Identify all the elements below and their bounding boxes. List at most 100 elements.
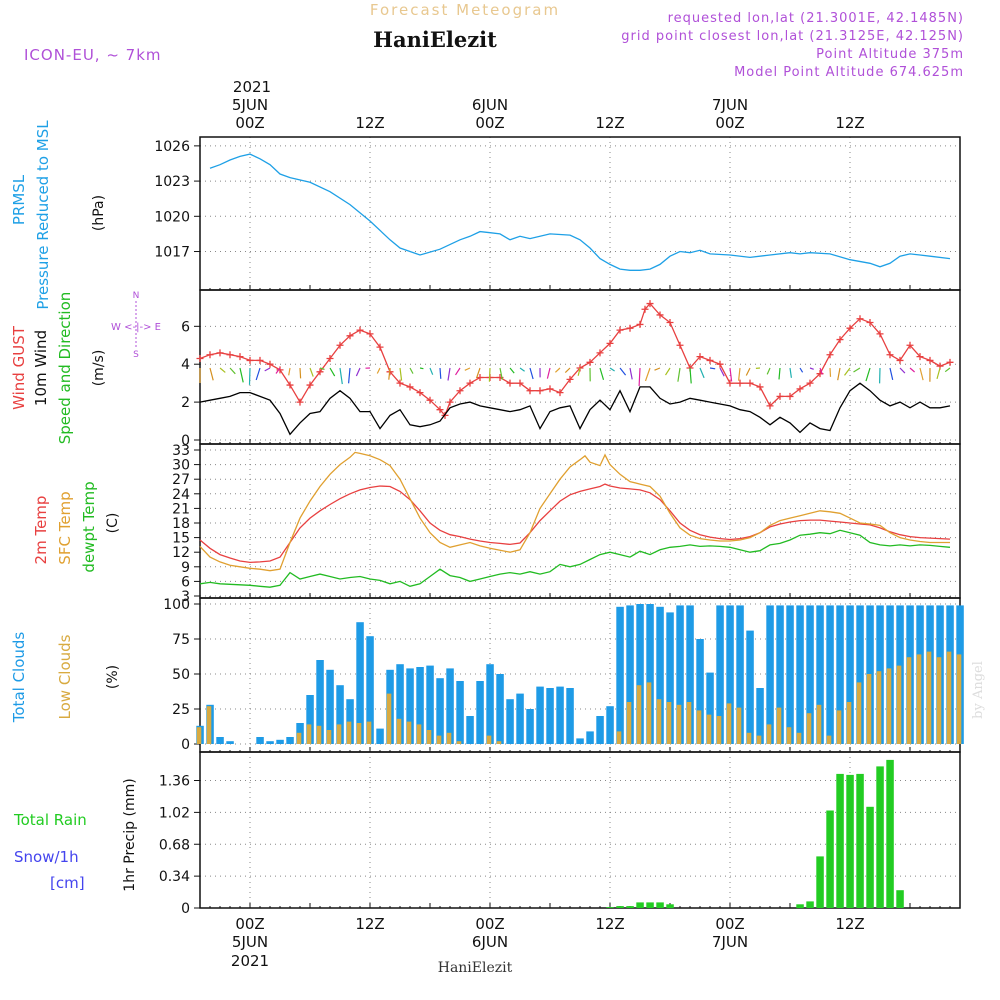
- gust-point: [446, 398, 454, 406]
- pressure-panel-labels: PRMSL Pressure Reduced to MSL (hPa): [10, 120, 107, 310]
- pressure-panel-frame: [199, 136, 961, 291]
- low_clouds-bar: [856, 682, 862, 744]
- wind-arrow: [475, 367, 481, 379]
- wind-arrow: [719, 367, 725, 377]
- low_clouds-bar: [666, 702, 672, 744]
- wind-ytick-label: 2: [181, 395, 190, 411]
- low_clouds-bar: [766, 724, 772, 744]
- gust-point: [876, 330, 884, 338]
- low_clouds-bar: [486, 735, 492, 744]
- rain-bar: [816, 856, 824, 908]
- gust-point: [786, 392, 794, 400]
- wind-arrow: [519, 367, 525, 372]
- gust-point: [696, 353, 704, 361]
- low_clouds-bar: [926, 651, 932, 744]
- low_clouds-bar: [426, 730, 432, 744]
- wind-arrow: [409, 367, 414, 374]
- clouds-panel-labels: Total Clouds Low Clouds (%): [10, 632, 121, 724]
- precip-unit: 1hr Precip (mm): [122, 778, 138, 891]
- wind-arrow: [778, 367, 781, 380]
- wind-label-1: Wind GUST: [10, 325, 28, 410]
- temp-label-1: 2m Temp: [32, 496, 50, 565]
- wind-arrow: [799, 367, 804, 373]
- wind-arrow: [729, 367, 733, 382]
- total_clouds-bar: [256, 737, 264, 744]
- rain-bar: [836, 773, 844, 908]
- precip-panel-labels: Total Rain Snow/1h [cm] 1hr Precip (mm): [13, 778, 138, 892]
- wind-arrow: [248, 367, 251, 385]
- low_clouds-bar: [756, 735, 762, 744]
- low_clouds-bar: [356, 723, 362, 744]
- total_clouds-bar: [546, 688, 554, 744]
- watermark: by Angel: [971, 661, 986, 719]
- wind10m-line: [199, 382, 951, 436]
- wind-arrow: [447, 367, 451, 381]
- temp-ytick-label: 18: [172, 516, 190, 532]
- rain-bar: [896, 890, 904, 908]
- wind-arrow: [709, 367, 716, 370]
- bottom-time-label: 00Z: [235, 915, 264, 933]
- top-time-label: 12Z: [595, 114, 624, 132]
- gust-point: [246, 356, 254, 364]
- wind-arrow: [599, 367, 605, 380]
- gust-point: [516, 379, 524, 387]
- temp-ytick-label: 9: [181, 560, 190, 576]
- total_clouds-bar: [366, 636, 374, 744]
- gust-point: [226, 351, 234, 359]
- gust-point: [856, 315, 864, 323]
- low_clouds-bar: [396, 718, 402, 744]
- pressure-unit: (hPa): [91, 195, 107, 231]
- temp-ytick-label: 33: [172, 443, 190, 459]
- wind-label-3: Speed and Direction: [56, 292, 74, 445]
- temp-ytick-label: 21: [172, 501, 190, 517]
- wind-arrow: [309, 367, 314, 377]
- wind-arrow: [299, 367, 302, 379]
- total_clouds-bar: [756, 688, 764, 744]
- temp-ytick-label: 24: [172, 487, 190, 503]
- wind-arrow: [239, 367, 244, 383]
- total_clouds-bar: [736, 605, 744, 744]
- wind-arrow: [499, 367, 503, 380]
- temp-ytick-label: 27: [172, 472, 190, 488]
- temp-ytick-label: 15: [172, 531, 190, 547]
- gust-point: [526, 387, 534, 395]
- wind-arrow: [699, 367, 705, 379]
- total_clouds-bar: [466, 716, 474, 744]
- bottom-time-label: 00Z: [475, 915, 504, 933]
- total_clouds-bar: [676, 605, 684, 744]
- bottom-date-label: 5JUN: [232, 933, 268, 951]
- gust-point: [676, 341, 684, 349]
- total_clouds-bar: [566, 688, 574, 744]
- bottom-time-label: 12Z: [835, 915, 864, 933]
- wind-arrow: [654, 367, 661, 371]
- gust-point: [746, 379, 754, 387]
- wind-arrow: [488, 367, 491, 382]
- wind-arrow: [229, 367, 236, 375]
- clouds-unit: (%): [105, 665, 121, 689]
- wind-arrow: [766, 367, 771, 375]
- prmsl-line: [209, 153, 951, 271]
- wind-arrow: [275, 367, 281, 374]
- precip-label-rain: Total Rain: [13, 811, 87, 829]
- gust-point: [436, 406, 444, 414]
- wind-label-2: 10m Wind: [32, 330, 50, 406]
- gust-point: [586, 358, 594, 366]
- gust-point: [566, 375, 574, 383]
- wind-arrow: [399, 367, 403, 381]
- gust-point: [886, 351, 894, 359]
- rain-bar: [806, 901, 814, 908]
- pressure-ytick-label: 1026: [154, 139, 190, 155]
- low_clouds-bar: [956, 654, 962, 744]
- low_clouds-bar: [656, 699, 662, 744]
- low_clouds-bar: [646, 682, 652, 744]
- total_clouds-bar: [826, 605, 834, 744]
- total_clouds-bar: [376, 728, 384, 744]
- gust-point: [666, 319, 674, 327]
- bottom-year-label: 2021: [231, 952, 269, 970]
- total_clouds-bar: [516, 693, 524, 744]
- total_clouds-bar: [626, 605, 634, 744]
- gust-point: [216, 349, 224, 357]
- compass-west-east: W <-|-> E: [111, 322, 161, 333]
- rain-bar: [826, 810, 834, 908]
